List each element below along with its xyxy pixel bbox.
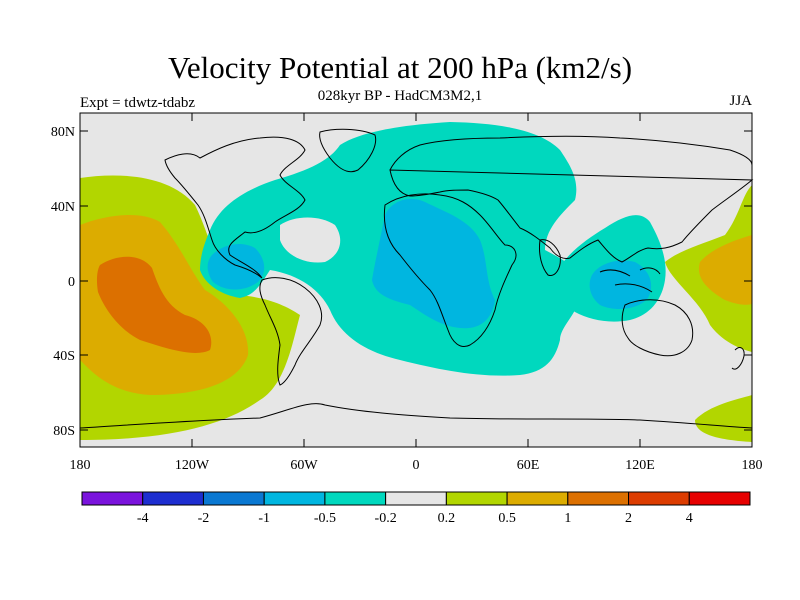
- lon-tick-label: 120W: [175, 458, 210, 473]
- lon-tick-label: 60W: [290, 458, 318, 473]
- colorbar-label: 0.2: [438, 511, 456, 526]
- lon-tick-labels: 180 120W 60W 0 60E 120E 180: [70, 458, 763, 473]
- colorbar-label: 1: [564, 511, 571, 526]
- colorbar-label: -1: [258, 511, 270, 526]
- coast-india: [539, 239, 561, 277]
- colorbar-swatch: [688, 491, 751, 506]
- colorbar-label: 2: [625, 511, 632, 526]
- colorbar-swatch: [142, 491, 204, 506]
- colorbar-label: -0.2: [375, 511, 397, 526]
- season-label: JJA: [729, 93, 752, 109]
- chart-title: Velocity Potential at 200 hPa (km2/s): [167, 50, 633, 85]
- lon-tick-label: 120E: [625, 458, 655, 473]
- chart-subtitle: 028kyr BP - HadCM3M2,1: [317, 88, 483, 104]
- lon-tick-label: 0: [413, 458, 420, 473]
- lat-tick-label: 40S: [53, 349, 75, 364]
- lat-tick-label: 0: [68, 275, 75, 290]
- lat-tick-label: 80S: [53, 424, 75, 439]
- colorbar-swatch: [263, 491, 326, 506]
- africa-negative-mid: [372, 198, 495, 329]
- colorbar-label: -4: [137, 511, 149, 526]
- indonesia-negative-mid: [589, 260, 652, 310]
- lon-axis: [79, 113, 753, 447]
- coast-eurasia: [389, 135, 754, 263]
- coast-australia: [621, 299, 694, 357]
- coastlines: [79, 128, 754, 429]
- southpacific-positive-light: [695, 395, 752, 442]
- colorbar-label: 4: [686, 511, 693, 526]
- coast-north-america: [164, 136, 306, 279]
- colorbar-label: -0.5: [314, 511, 336, 526]
- lon-tick-label: 60E: [517, 458, 540, 473]
- coast-maritime: [599, 267, 661, 293]
- pacific-positive-strong: [96, 256, 212, 353]
- experiment-label: Expt = tdwtz-tdabz: [80, 95, 196, 111]
- colorbar-swatch: [567, 491, 630, 506]
- colorbar-swatch: [202, 491, 265, 506]
- colorbar-swatch: [81, 491, 144, 506]
- colorbar-swatch: [628, 491, 690, 506]
- westpacific-positive-mid: [698, 235, 752, 305]
- colorbar-swatch: [385, 491, 447, 506]
- lat-axis: [80, 130, 752, 431]
- colorbar-swatch: [506, 491, 569, 506]
- coast-africa: [383, 193, 517, 347]
- lat-tick-label: 40N: [51, 200, 75, 215]
- coast-south-america: [259, 277, 323, 386]
- lat-tick-labels: 80N 40N 0 40S 80S: [51, 125, 75, 439]
- colorbar-swatch: [445, 491, 508, 506]
- lon-tick-label: 180: [70, 458, 91, 473]
- lon-tick-label: 180: [742, 458, 763, 473]
- coast-newzealand: [731, 347, 745, 370]
- colorbar-labels: -4 -2 -1 -0.5 -0.2 0.2 0.5 1 2 4: [137, 511, 693, 526]
- colorbar-label: -2: [198, 511, 210, 526]
- atlantic-neutral-gap: [280, 217, 341, 263]
- colorbar: [81, 491, 751, 506]
- lat-tick-label: 80N: [51, 125, 75, 140]
- contour-fields: [80, 122, 752, 442]
- coast-greenland: [319, 128, 377, 173]
- colorbar-swatch: [324, 491, 387, 506]
- colorbar-label: 0.5: [498, 511, 516, 526]
- coast-antarctica: [79, 403, 753, 429]
